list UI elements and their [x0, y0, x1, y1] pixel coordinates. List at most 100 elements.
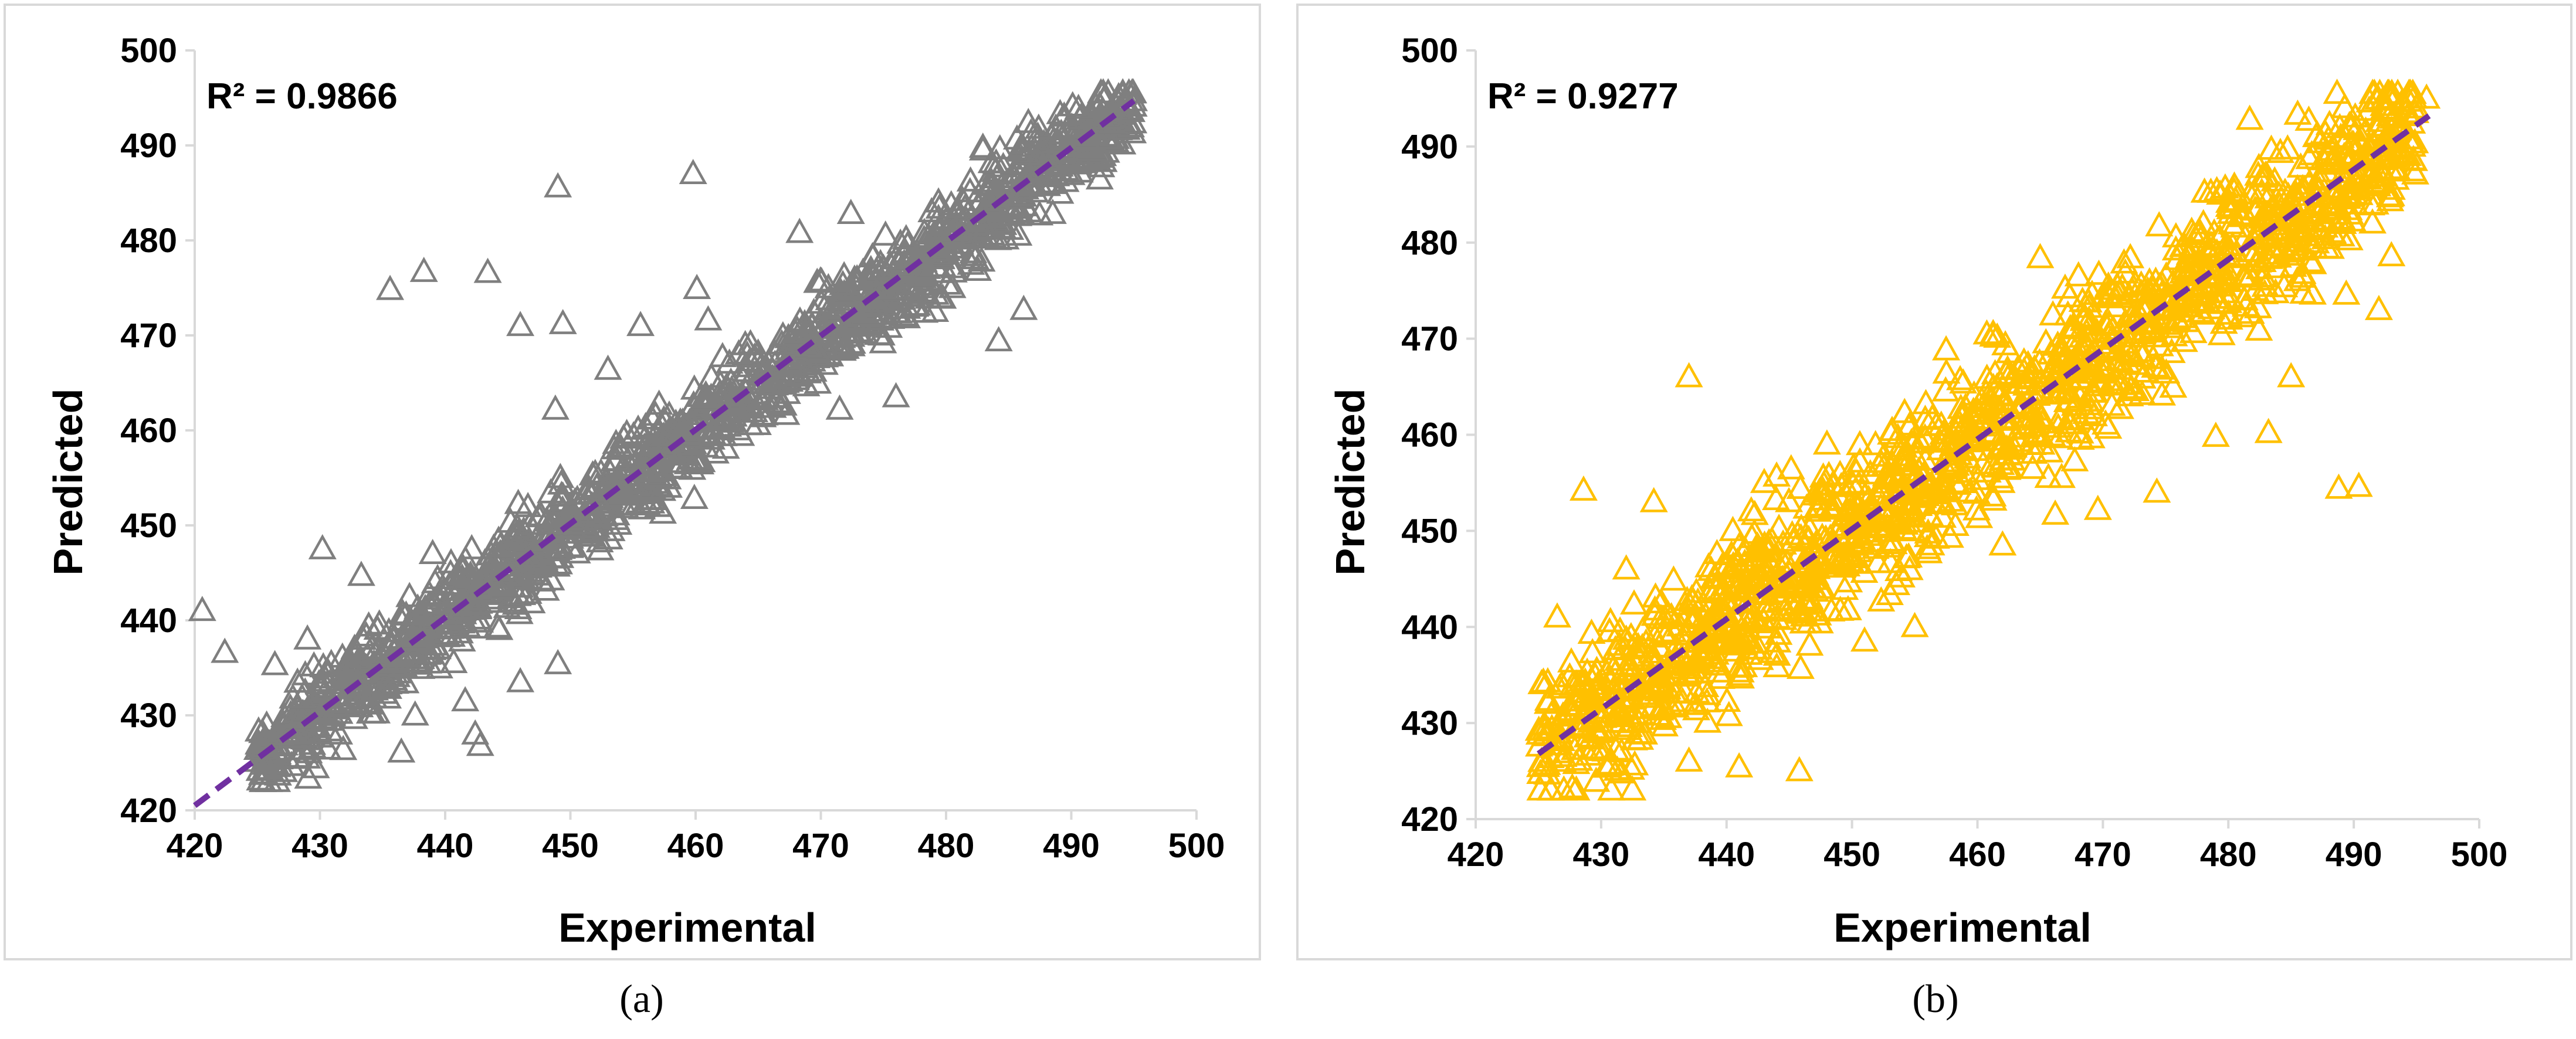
- data-point: [1733, 605, 1761, 630]
- data-point: [1955, 477, 1984, 502]
- data-point: [1534, 688, 1562, 714]
- data-point: [913, 253, 941, 279]
- data-point: [687, 382, 716, 408]
- data-point: [939, 257, 968, 283]
- data-point: [1675, 746, 1703, 772]
- y-tick-label: 440: [1401, 608, 1458, 646]
- data-point: [2335, 225, 2364, 250]
- data-point: [556, 523, 585, 549]
- data-point: [940, 233, 968, 259]
- data-point: [594, 354, 622, 380]
- data-point: [2338, 129, 2367, 155]
- data-point: [2232, 262, 2260, 288]
- data-point: [1530, 710, 1559, 736]
- data-point: [1557, 647, 1586, 673]
- data-point: [1555, 691, 1584, 717]
- data-point: [2106, 393, 2134, 419]
- data-point: [486, 531, 515, 557]
- data-point: [2148, 380, 2177, 406]
- data-point: [370, 678, 399, 704]
- data-point: [2330, 93, 2359, 118]
- data-point: [828, 322, 856, 348]
- data-point: [715, 348, 744, 374]
- x-tick-label: 430: [292, 827, 348, 865]
- data-point: [1599, 707, 1628, 733]
- data-point: [1635, 670, 1663, 695]
- data-point: [799, 356, 828, 382]
- data-point: [2340, 179, 2368, 205]
- data-point: [457, 534, 486, 559]
- data-point: [1897, 456, 1926, 482]
- data-point: [1808, 546, 1836, 572]
- data-point: [1527, 668, 1556, 694]
- data-point: [1650, 603, 1679, 629]
- data-point: [2110, 318, 2139, 344]
- data-point: [1900, 612, 1929, 637]
- data-point: [1973, 399, 2002, 425]
- data-point: [2187, 223, 2216, 249]
- data-point: [1677, 643, 1706, 668]
- data-point: [2102, 365, 2130, 391]
- data-point: [2225, 179, 2253, 205]
- data-point: [1804, 496, 1832, 522]
- data-point: [2279, 252, 2307, 277]
- data-point: [329, 735, 358, 760]
- data-point: [1995, 453, 2023, 479]
- data-point: [248, 718, 277, 743]
- data-point: [2021, 405, 2049, 431]
- data-point: [461, 719, 490, 745]
- data-point: [1750, 467, 1778, 493]
- data-point: [485, 614, 514, 640]
- data-point: [376, 274, 405, 300]
- data-point: [680, 484, 709, 510]
- data-point: [1014, 107, 1043, 133]
- data-point: [570, 479, 599, 505]
- data-point: [1573, 657, 1602, 683]
- data-point: [2055, 281, 2084, 307]
- data-point: [1693, 707, 1722, 733]
- data-point: [1067, 147, 1096, 172]
- data-point: [1710, 575, 1739, 601]
- data-point: [977, 167, 1006, 192]
- data-point: [660, 454, 689, 480]
- data-point: [1725, 752, 1754, 777]
- x-tick-label: 420: [1448, 836, 1504, 874]
- data-point: [1962, 478, 1991, 504]
- data-point: [1930, 425, 1958, 451]
- data-point: [2207, 320, 2236, 345]
- data-point: [309, 666, 337, 692]
- data-point: [1742, 541, 1771, 567]
- data-point: [1709, 625, 1738, 651]
- data-point: [2121, 376, 2150, 402]
- data-point: [985, 134, 1014, 159]
- data-point: [1737, 522, 1766, 548]
- data-point: [2056, 314, 2084, 339]
- data-point: [1863, 479, 1892, 505]
- data-point: [925, 193, 954, 219]
- data-point: [2070, 301, 2099, 327]
- data-point: [2114, 338, 2143, 364]
- data-point: [1007, 131, 1036, 157]
- data-point: [2018, 453, 2047, 479]
- data-point: [1884, 435, 1913, 461]
- data-point: [2323, 79, 2351, 104]
- data-point: [2316, 233, 2345, 259]
- data-point: [1693, 680, 1721, 705]
- data-point: [1949, 368, 1978, 394]
- data-point: [1872, 461, 1900, 487]
- data-point: [1015, 161, 1044, 186]
- data-point: [982, 148, 1011, 174]
- data-point: [288, 683, 317, 709]
- data-point: [2137, 315, 2166, 341]
- data-point: [1592, 752, 1621, 778]
- data-point: [2084, 259, 2113, 285]
- data-point: [1085, 164, 1114, 190]
- data-point: [1046, 99, 1075, 124]
- data-point: [2260, 239, 2289, 265]
- data-point: [244, 716, 273, 742]
- data-point: [792, 371, 821, 396]
- data-point: [638, 404, 666, 430]
- data-point: [2253, 242, 2282, 268]
- data-point: [395, 582, 424, 607]
- data-point: [2026, 243, 2055, 269]
